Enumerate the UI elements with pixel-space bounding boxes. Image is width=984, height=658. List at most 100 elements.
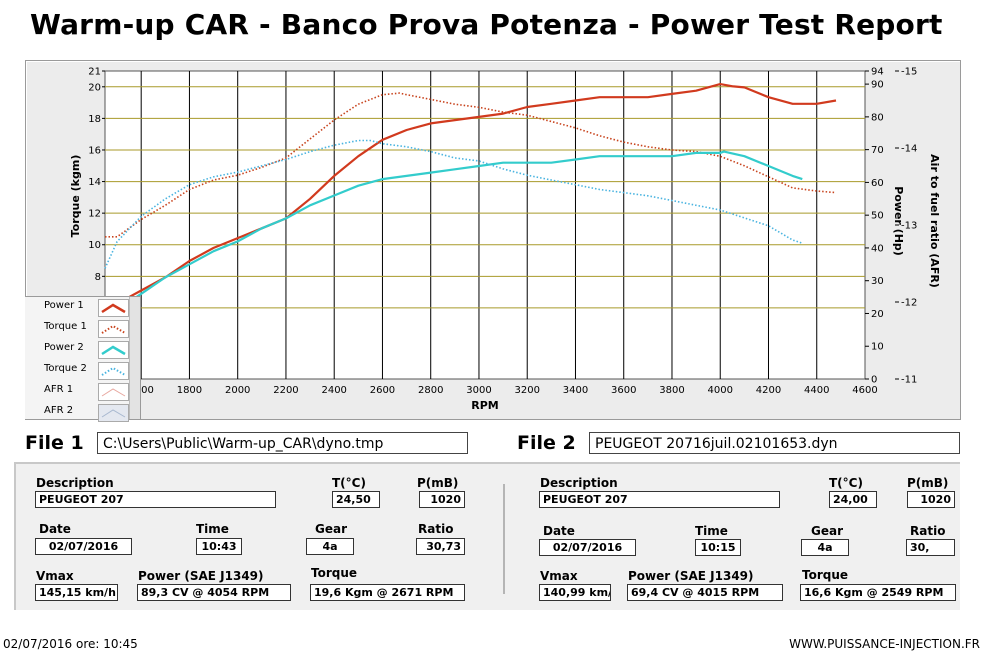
- file-2-torque-label: Torque: [802, 568, 849, 582]
- file-1-description-field[interactable]: PEUGEOT 207: [35, 491, 276, 508]
- file-1-pressure-field[interactable]: 1020: [419, 491, 465, 508]
- afr-tick-label: -11: [901, 375, 917, 386]
- power-tick-label: 50: [871, 211, 884, 222]
- file-2-temp-field[interactable]: 24,00: [829, 491, 877, 508]
- power-2-swatch-icon: [98, 341, 129, 359]
- legend-label: Torque 1: [44, 321, 87, 332]
- x-tick-label: 4400: [804, 385, 829, 396]
- power-tick-label: 20: [871, 309, 884, 320]
- file-2-vmax-label: Vmax: [540, 569, 578, 583]
- file-1-ratio-field[interactable]: 30,73: [416, 538, 465, 555]
- x-tick-label: 3800: [659, 385, 684, 396]
- afr-2-swatch-icon: [98, 404, 129, 422]
- x-tick-label: 3400: [563, 385, 588, 396]
- power-tick-label: 94: [871, 67, 884, 78]
- file-1-gear-field[interactable]: 4a: [306, 538, 354, 555]
- afr-tick-label: -13: [901, 221, 917, 232]
- legend-label: AFR 2: [44, 405, 74, 416]
- torque-tick-label: 16: [88, 145, 101, 156]
- file-2-path-field[interactable]: PEUGEOT 20716juil.02101653.dyn: [589, 432, 960, 454]
- file-1-time-label: Time: [196, 522, 229, 536]
- x-tick-label: 1800: [177, 385, 202, 396]
- afr-1-swatch-icon: [98, 383, 129, 401]
- afr-tick-label: -12: [901, 298, 917, 309]
- power-tick-label: 10: [871, 342, 884, 353]
- afr-tick-label: -14: [901, 144, 917, 155]
- file-1-path-field[interactable]: C:\Users\Public\Warm-up_CAR\dyno.tmp: [97, 432, 468, 454]
- series-power-1-line: [104, 83, 837, 312]
- file-2-description-field[interactable]: PEUGEOT 207: [539, 491, 780, 508]
- file-2-date-field[interactable]: 02/07/2016: [539, 539, 636, 556]
- file-2-label: File 2: [517, 432, 576, 454]
- file-2-date-label: Date: [543, 524, 575, 538]
- file-2-power-field[interactable]: 69,4 CV @ 4015 RPM: [627, 584, 783, 601]
- file-1-label: File 1: [25, 432, 84, 454]
- x-tick-label: 4600: [852, 385, 877, 396]
- file-2-vmax-field[interactable]: 140,99 km/: [539, 584, 611, 601]
- file-2-time-label: Time: [695, 524, 728, 538]
- power-tick-label: 90: [871, 80, 884, 91]
- panel-divider: [503, 484, 505, 594]
- legend-item-afr-1[interactable]: AFR 1: [25, 381, 129, 401]
- footer-website-link[interactable]: WWW.PUISSANCE-INJECTION.FR: [789, 637, 980, 651]
- x-tick-label: 2800: [418, 385, 443, 396]
- file-2-pressure-label: P(mB): [907, 476, 949, 490]
- legend-item-power-1[interactable]: Power 1: [25, 297, 129, 317]
- torque-axis-title: Torque (kgm): [69, 155, 82, 238]
- torque-tick-label: 21: [88, 67, 101, 78]
- legend-item-afr-2[interactable]: AFR 2: [25, 402, 129, 422]
- file-1-temp-field[interactable]: 24,50: [332, 491, 380, 508]
- legend-item-torque-1[interactable]: Torque 1: [25, 318, 129, 338]
- x-tick-label: 2400: [321, 385, 346, 396]
- legend-item-torque-2[interactable]: Torque 2: [25, 360, 129, 380]
- file-2-pressure-field[interactable]: 1020: [907, 491, 955, 508]
- file-2-temp-label: T(°C): [829, 476, 863, 490]
- file-1-ratio-label: Ratio: [418, 522, 454, 536]
- power-tick-label: 40: [871, 243, 884, 254]
- file-1-date-field[interactable]: 02/07/2016: [35, 538, 132, 555]
- afr-tick-label: -15: [901, 67, 917, 78]
- torque-tick-label: 10: [88, 240, 101, 251]
- file-1-vmax-field[interactable]: 145,15 km/h: [35, 584, 118, 601]
- footer-timestamp: 02/07/2016 ore: 10:45: [3, 637, 138, 651]
- file-1-vmax-label: Vmax: [36, 569, 74, 583]
- x-tick-label: 2000: [225, 385, 250, 396]
- power-axis-title: Power (Hp): [892, 186, 905, 256]
- file-1-power-field[interactable]: 89,3 CV @ 4054 RPM: [137, 584, 291, 601]
- file-2-gear-field[interactable]: 4a: [801, 539, 849, 556]
- dyno-chart: 1600 1800 2000 2200 2400 2600 2800 3000 3200 3400…: [69, 67, 941, 413]
- legend-item-power-2[interactable]: Power 2: [25, 339, 129, 359]
- x-tick-label: 3000: [466, 385, 491, 396]
- file-1-pressure-label: P(mB): [417, 476, 459, 490]
- x-tick-label: 3200: [514, 385, 539, 396]
- file-2-power-label: Power (SAE J1349): [628, 569, 754, 583]
- x-tick-label: 3600: [611, 385, 636, 396]
- torque-2-swatch-icon: [98, 362, 129, 380]
- report-title: Warm-up CAR - Banco Prova Potenza - Powe…: [30, 8, 943, 41]
- file-2-time-field[interactable]: 10:15: [695, 539, 741, 556]
- torque-tick-label: 8: [95, 272, 101, 283]
- torque-1-swatch-icon: [98, 320, 129, 338]
- file-1-date-label: Date: [39, 522, 71, 536]
- legend-label: Power 2: [44, 342, 84, 353]
- file-1-torque-label: Torque: [311, 566, 358, 580]
- x-tick-label: 4000: [708, 385, 733, 396]
- file-1-time-field[interactable]: 10:43: [196, 538, 242, 555]
- file-2-ratio-label: Ratio: [910, 524, 946, 538]
- file-2-description-label: Description: [540, 476, 618, 490]
- x-axis-title: RPM: [471, 399, 498, 412]
- power-1-swatch-icon: [98, 299, 129, 317]
- x-tick-label: 1600: [128, 385, 153, 396]
- torque-tick-label: 14: [88, 177, 101, 188]
- afr-axis-title: Air to fuel ratio (AFR): [928, 154, 941, 288]
- file-1-power-label: Power (SAE J1349): [138, 569, 264, 583]
- x-tick-label: 2200: [273, 385, 298, 396]
- file-1-torque-field[interactable]: 19,6 Kgm @ 2671 RPM: [310, 584, 465, 601]
- torque-tick-label: 12: [88, 209, 101, 220]
- file-2-ratio-field[interactable]: 30,: [906, 539, 955, 556]
- file-2-torque-field[interactable]: 16,6 Kgm @ 2549 RPM: [800, 584, 956, 601]
- legend-label: Power 1: [44, 300, 84, 311]
- file-1-gear-label: Gear: [315, 522, 348, 536]
- power-tick-label: 0: [871, 375, 877, 386]
- legend-scrollbar[interactable]: [129, 297, 140, 419]
